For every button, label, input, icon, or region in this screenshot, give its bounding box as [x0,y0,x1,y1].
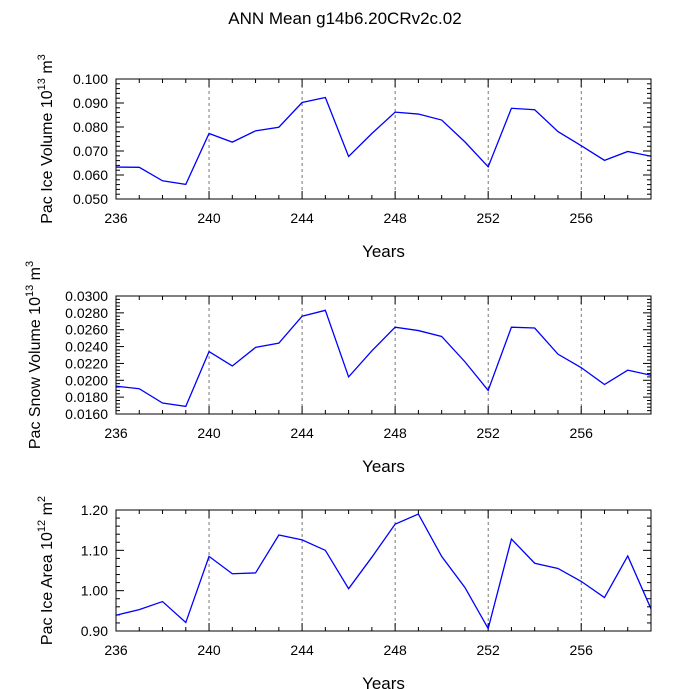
panel-ice-volume-y-tick-label: 0.080 [73,119,108,135]
panel-ice-area-x-axis-title: Years [362,674,405,689]
panel-ice-area: 236 240 244 248 252 256 0.90 1.00 1.10 1.20 Year… [36,496,652,689]
panel-snow-volume-x-axis-title: Years [362,457,405,476]
panel-snow-volume-y-tick-label: 0.0160 [65,406,108,422]
panel-ice-volume-x-axis-title: Years [362,242,405,261]
panel-snow-volume-y-tick-label: 0.0300 [65,288,108,304]
panel-ice-area-x-tick-labels: 236 240 244 248 252 256 [104,642,593,658]
panel-snow-volume-y-tick-label: 0.0200 [65,372,108,388]
panel-snow-volume-x-tick-label: 240 [197,425,221,441]
panel-ice-area-x-tick-label: 256 [570,642,594,658]
panel-snow-volume-y-tick-label: 0.0280 [65,305,108,321]
chart-title: ANN Mean g14b6.20CRv2c.02 [228,9,461,28]
panel-snow-volume-y-tick-label: 0.0240 [65,339,108,355]
panel-ice-area-frame [115,509,652,632]
panel-snow-volume-frame [115,295,652,415]
panel-ice-area-y-tick-label: 1.20 [81,502,108,518]
panel-ice-volume-series-line [115,96,652,186]
panel-ice-volume-frame [115,78,652,200]
panel-ice-area-x-tick-label: 248 [383,642,407,658]
panel-snow-volume-x-tick-label: 244 [290,425,314,441]
panel-ice-area-y-axis-title: Pac Ice Area 1012 m2 [36,496,56,645]
panel-ice-volume-x-tick-label: 256 [570,210,594,226]
panel-ice-volume-x-tick-label: 236 [104,210,128,226]
panel-snow-volume-x-tick-labels: 236 240 244 248 252 256 [104,425,593,441]
panel-snow-volume-y-tick-label: 0.0180 [65,389,108,405]
panel-snow-volume-x-tick-label: 248 [383,425,407,441]
panel-ice-area-ticks [115,509,652,632]
panel-ice-area-y-tick-label: 1.00 [81,583,108,599]
panel-snow-volume-ticks [115,295,652,415]
panel-ice-volume-y-tick-label: 0.070 [73,143,108,159]
panel-snow-volume-y-tick-label: 0.0220 [65,355,108,371]
panel-ice-area-x-tick-label: 244 [290,642,314,658]
panel-ice-area-y-tick-label: 1.10 [81,542,108,558]
panel-ice-area-series-line [115,513,652,631]
panel-snow-volume-y-tick-labels: 0.01600.01800.02000.02200.02400.02600.02… [65,288,108,422]
panel-snow-volume: 236 240 244 248 252 256 0.01600.01800.02000.0… [24,261,652,476]
panel-ice-volume-y-tick-label: 0.060 [73,167,108,183]
panel-ice-volume-x-tick-labels: 236 240 244 248 252 256 [104,210,593,226]
panel-ice-volume-y-tick-label: 0.100 [73,71,108,87]
panel-ice-volume-x-tick-label: 252 [476,210,500,226]
panel-ice-area-x-tick-label: 236 [104,642,128,658]
panel-ice-volume-x-tick-label: 244 [290,210,314,226]
panel-ice-volume-y-axis-title: Pac Ice Volume 1013 m3 [36,54,56,224]
panel-snow-volume-x-tick-label: 236 [104,425,128,441]
panel-snow-volume-y-axis-title: Pac Snow Volume 1013 m3 [24,261,44,449]
panel-snow-volume-series-line [115,309,652,408]
panel-snow-volume-x-tick-label: 256 [570,425,594,441]
panel-snow-volume-x-tick-label: 252 [476,425,500,441]
panel-ice-area-y-tick-label: 0.90 [81,623,108,639]
panel-ice-volume-grid [208,79,582,199]
panel-ice-area-x-tick-label: 252 [476,642,500,658]
panel-ice-area-y-tick-labels: 0.90 1.00 1.10 1.20 [81,502,108,639]
panel-snow-volume-y-tick-label: 0.0260 [65,322,108,338]
panel-ice-area-x-tick-label: 240 [197,642,221,658]
panel-ice-volume-y-tick-labels: 0.050 0.060 0.070 0.080 0.090 0.100 [73,71,108,207]
panel-snow-volume-grid [208,296,582,414]
panel-ice-area-grid [208,510,582,631]
panel-ice-volume-y-tick-label: 0.090 [73,95,108,111]
panel-ice-volume: 236 240 244 248 252 256 0.0500.0600.0700.0800… [36,54,652,261]
panel-ice-volume-y-tick-label: 0.050 [73,191,108,207]
panel-ice-volume-x-tick-label: 248 [383,210,407,226]
panel-ice-volume-x-tick-label: 240 [197,210,221,226]
